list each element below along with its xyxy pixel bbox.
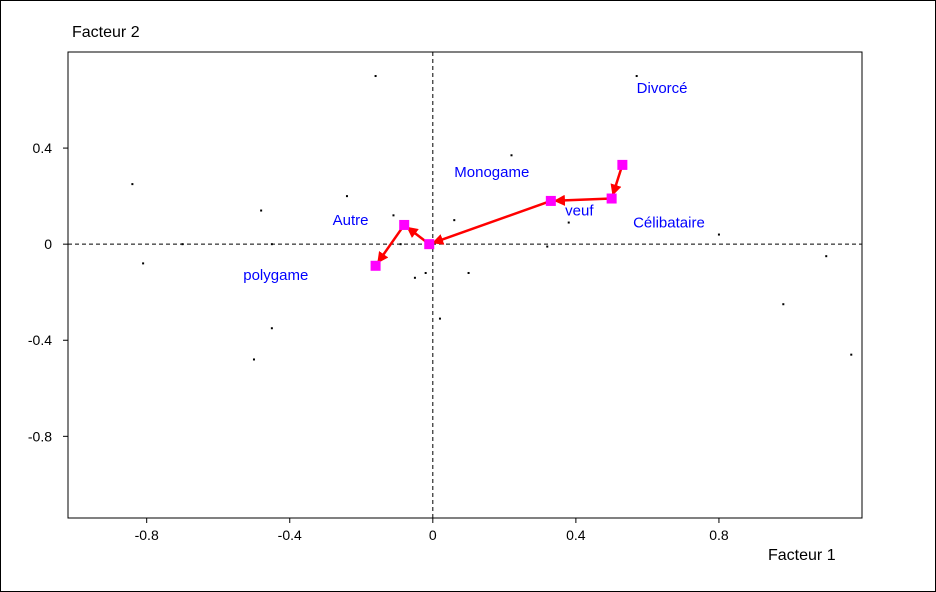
category-label: Monogame bbox=[454, 164, 529, 181]
plot-area bbox=[67, 51, 863, 519]
background-point bbox=[635, 75, 638, 78]
background-point bbox=[131, 183, 134, 186]
background-point bbox=[252, 358, 255, 361]
category-label: Divorcé bbox=[637, 80, 688, 97]
background-point bbox=[510, 154, 513, 157]
background-point bbox=[142, 262, 145, 265]
category-marker bbox=[424, 239, 435, 250]
background-point bbox=[374, 75, 377, 78]
background-point bbox=[467, 271, 470, 274]
category-marker bbox=[606, 193, 617, 204]
category-label: polygame bbox=[243, 267, 308, 284]
background-point bbox=[717, 233, 720, 236]
background-point bbox=[825, 255, 828, 258]
y-tick-label: 0 bbox=[44, 236, 52, 252]
y-tick-label: -0.4 bbox=[28, 332, 52, 348]
background-point bbox=[181, 243, 184, 246]
category-marker bbox=[617, 159, 628, 170]
background-point bbox=[270, 243, 273, 246]
x-axis-title: Facteur 1 bbox=[768, 547, 836, 564]
x-tick-label: -0.4 bbox=[278, 527, 302, 543]
trajectory-arrow bbox=[553, 194, 612, 206]
y-tick-label: 0.4 bbox=[33, 140, 53, 156]
x-tick-label: 0.4 bbox=[566, 527, 586, 543]
background-point bbox=[413, 276, 416, 279]
category-label: Célibataire bbox=[633, 214, 705, 231]
x-tick-label: -0.8 bbox=[135, 527, 159, 543]
category-label: Autre bbox=[333, 212, 369, 229]
background-point bbox=[438, 317, 441, 320]
background-point bbox=[399, 243, 402, 246]
background-point bbox=[546, 245, 549, 248]
x-tick-label: 0 bbox=[429, 527, 437, 543]
background-point bbox=[424, 271, 427, 274]
background-point bbox=[392, 214, 395, 217]
trajectory-arrow bbox=[376, 224, 406, 264]
category-marker bbox=[370, 260, 381, 271]
y-tick-label: -0.8 bbox=[28, 428, 52, 444]
category-marker bbox=[545, 195, 556, 206]
background-point bbox=[850, 353, 853, 356]
x-tick-label: 0.8 bbox=[709, 527, 729, 543]
background-point bbox=[260, 209, 263, 212]
background-point bbox=[438, 235, 441, 238]
trajectory-arrow bbox=[431, 199, 552, 245]
y-axis-title: Facteur 2 bbox=[72, 24, 140, 41]
background-point bbox=[453, 219, 456, 222]
category-marker bbox=[399, 219, 410, 230]
background-point bbox=[567, 221, 570, 224]
background-point bbox=[345, 195, 348, 198]
background-point bbox=[782, 303, 785, 306]
background-point bbox=[270, 327, 273, 330]
category-label: veuf bbox=[565, 202, 594, 219]
